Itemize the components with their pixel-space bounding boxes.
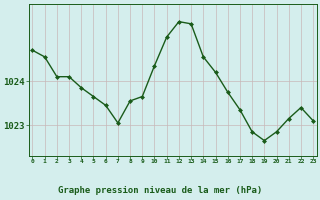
- Text: Graphe pression niveau de la mer (hPa): Graphe pression niveau de la mer (hPa): [58, 186, 262, 195]
